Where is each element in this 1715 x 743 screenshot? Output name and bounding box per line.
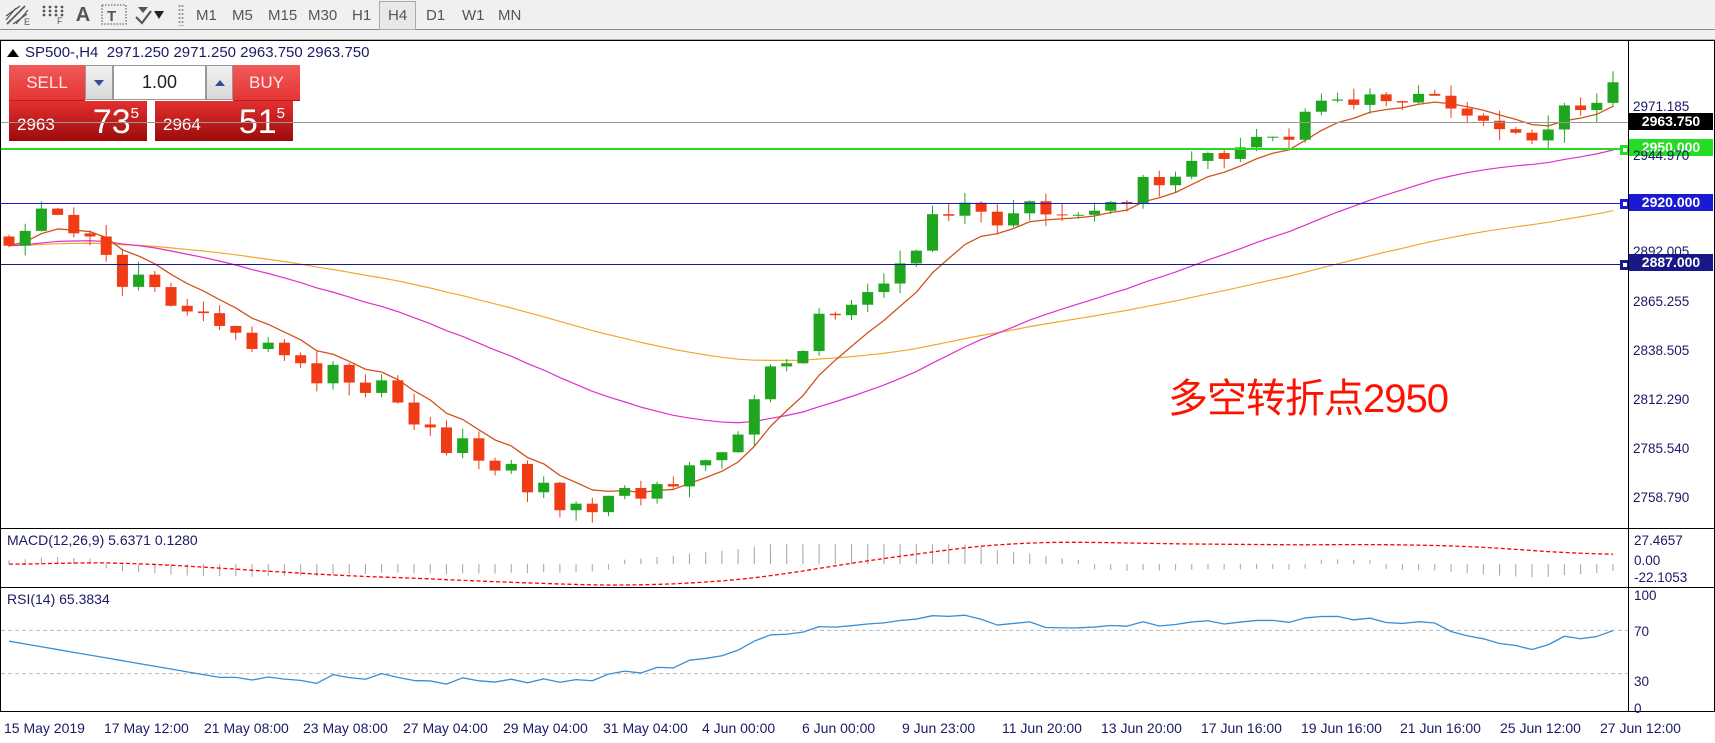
svg-text:T: T [107,8,116,25]
svg-text:F: F [57,16,63,25]
svg-text:E: E [24,17,30,26]
